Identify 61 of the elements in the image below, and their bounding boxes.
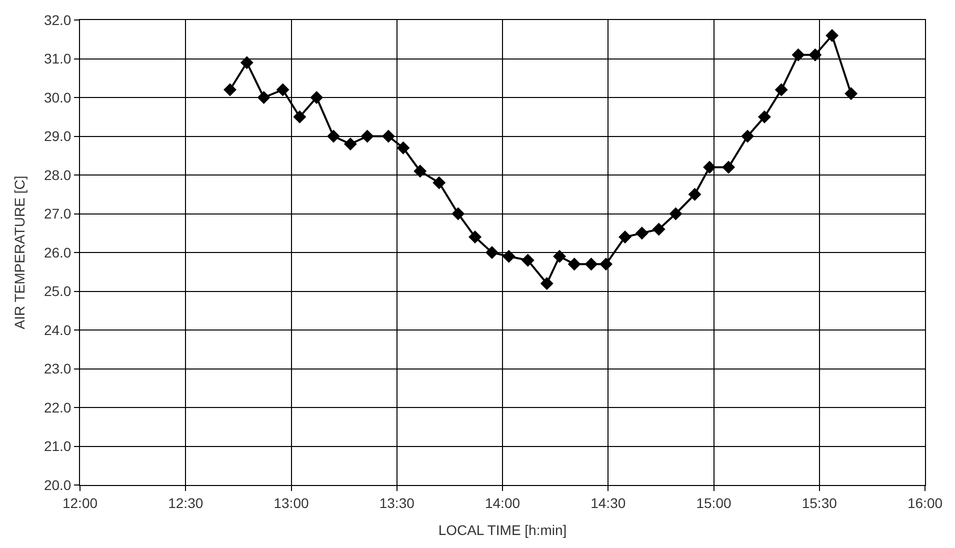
point	[310, 91, 324, 104]
point	[452, 207, 465, 220]
x-tick-label: 15:30	[802, 494, 838, 511]
y-tick-label: 27.0	[44, 206, 72, 222]
y-tick-label: 22.0	[44, 399, 72, 416]
point	[502, 250, 516, 263]
x-tick-label: 16:00	[907, 494, 943, 511]
point	[741, 130, 754, 143]
y-tick-label: 28.0	[44, 166, 72, 183]
point	[703, 160, 716, 174]
y-tick-label: 29.0	[44, 128, 72, 144]
y-tick-label: 20.0	[44, 476, 72, 493]
x-tick-label: 15:00	[696, 494, 732, 511]
point	[669, 207, 682, 220]
point	[553, 250, 566, 263]
point	[774, 83, 788, 96]
point	[826, 29, 839, 42]
point	[344, 138, 357, 150]
y-tick-label: 31.0	[44, 50, 72, 67]
point	[635, 226, 648, 240]
point	[792, 48, 805, 62]
x-tick-label: 13:00	[274, 494, 309, 511]
y-tick-label: 23.0	[44, 360, 72, 377]
y-tick-label: 26.0	[44, 244, 72, 260]
point	[468, 230, 482, 244]
point	[584, 258, 598, 271]
point	[808, 48, 822, 62]
y-tick-label: 32.0	[44, 12, 72, 28]
point	[618, 230, 632, 244]
point	[722, 160, 736, 174]
point	[688, 188, 702, 201]
x-tick-label: 12:30	[168, 494, 204, 511]
point	[223, 83, 236, 96]
point	[327, 130, 340, 143]
y-tick-label: 21.0	[44, 438, 72, 454]
x-tick-label: 13:30	[379, 494, 415, 511]
point	[540, 277, 554, 290]
point	[844, 87, 858, 100]
point	[432, 176, 446, 190]
point	[600, 258, 613, 271]
point	[240, 56, 254, 70]
point	[382, 130, 395, 143]
point	[568, 258, 581, 271]
x-tick-label: 12:00	[62, 494, 98, 511]
y-tick-label: 25.0	[44, 283, 72, 300]
point	[360, 130, 374, 143]
y-tick-label: 30.0	[44, 89, 72, 106]
x-tick-label: 14:00	[484, 494, 520, 511]
point	[485, 246, 498, 259]
y-tick-label: 24.0	[44, 322, 72, 338]
point	[396, 141, 410, 154]
point	[652, 222, 666, 236]
point	[521, 254, 534, 267]
point	[276, 83, 290, 96]
y-axis-title: AIR TEMPERATURE [C]	[12, 176, 28, 330]
x-axis-title: LOCAL TIME [h:min]	[438, 522, 567, 538]
point	[293, 110, 306, 124]
x-tick-label: 14:30	[590, 494, 626, 511]
point	[758, 110, 771, 124]
point	[414, 164, 427, 178]
point	[257, 91, 270, 104]
